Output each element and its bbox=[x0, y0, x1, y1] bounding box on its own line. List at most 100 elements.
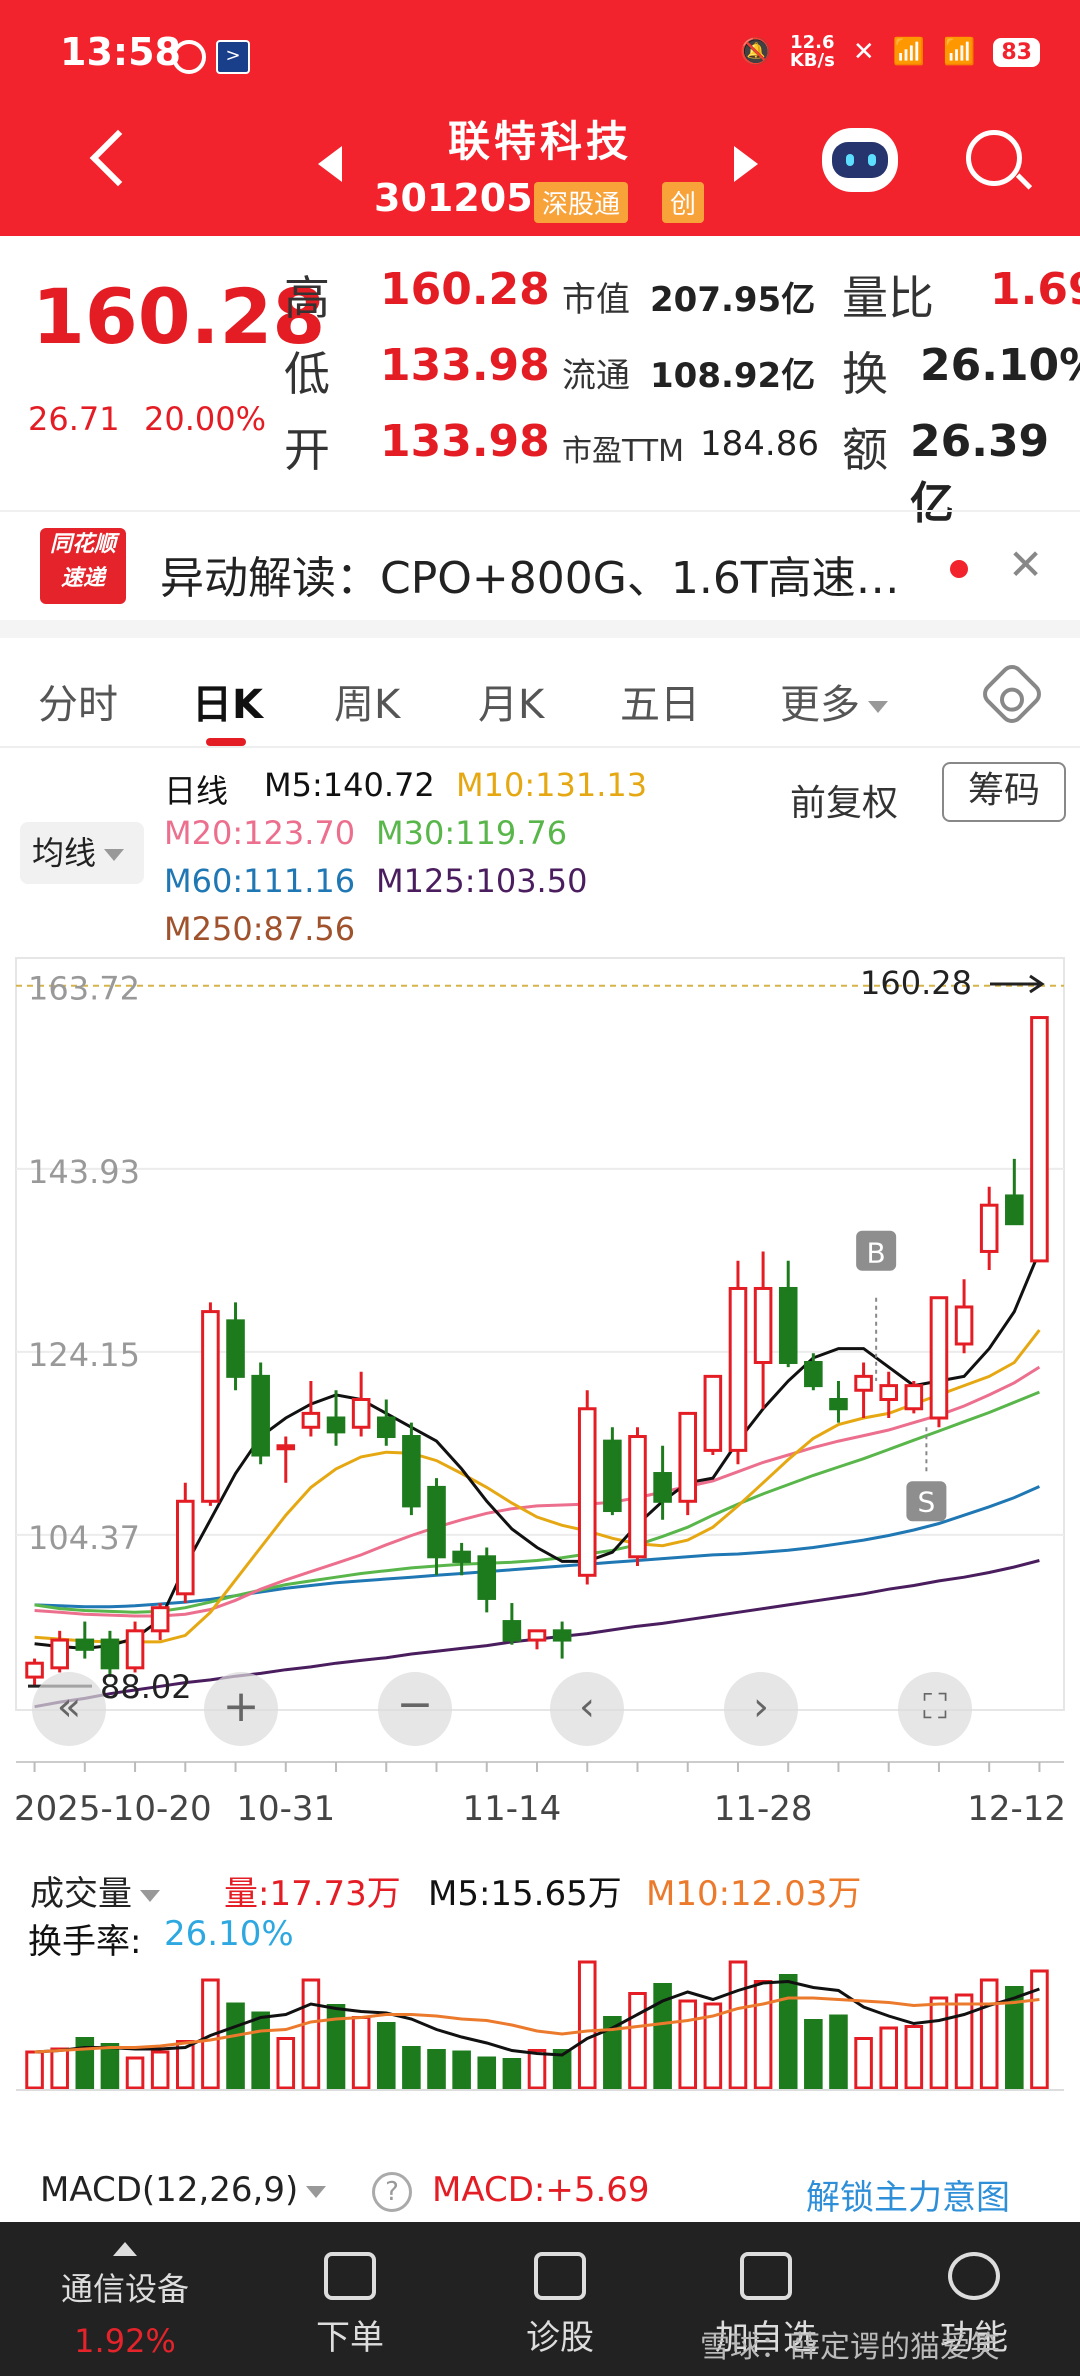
candle-body bbox=[954, 1305, 974, 1346]
chevron-down-icon bbox=[868, 701, 888, 713]
unlock-main-force-link[interactable]: 解锁主力意图 bbox=[806, 2178, 1010, 2218]
search-icon[interactable] bbox=[966, 130, 1022, 186]
volume-bar bbox=[100, 2043, 120, 2090]
open-value: 133.98 bbox=[380, 416, 550, 467]
volume-ratio-value: 1.69 bbox=[990, 264, 1080, 315]
fullscreen-button[interactable]: ⛶ bbox=[898, 1672, 972, 1746]
candle-body bbox=[251, 1374, 270, 1457]
zoom-in-button[interactable]: + bbox=[204, 1672, 278, 1746]
candle-body bbox=[678, 1411, 698, 1503]
candle-body bbox=[75, 1638, 95, 1651]
scroll-left-button[interactable]: ‹ bbox=[550, 1672, 624, 1746]
indicator-select[interactable]: 均线 bbox=[20, 822, 144, 884]
watermark: 雪球：薛定谔的猫爱笑 bbox=[700, 2330, 1000, 2365]
status-bar: 13:58 > 🔕 12.6 KB/s ✕ 📶 📶 83 bbox=[0, 0, 1080, 110]
candle-body bbox=[326, 1416, 346, 1434]
sector-pct: 1.92% bbox=[74, 2322, 176, 2360]
candle-body bbox=[402, 1435, 421, 1508]
tab-monthly-k[interactable]: 月K bbox=[478, 682, 545, 728]
amount-value: 26.39亿 bbox=[910, 416, 1050, 529]
arrow-head-icon bbox=[1029, 974, 1045, 994]
terminal-app-icon: > bbox=[216, 40, 250, 74]
tab-five-day[interactable]: 五日 bbox=[620, 682, 700, 728]
volume-bar bbox=[854, 2037, 873, 2090]
x-tick-label: 2025-10-20 bbox=[14, 1789, 212, 1829]
sector-button[interactable]: 通信设备 1.92% bbox=[30, 2242, 220, 2360]
stock-code: 301205 bbox=[374, 176, 533, 220]
scroll-right-button[interactable]: › bbox=[724, 1672, 798, 1746]
news-flash[interactable]: 同花顺 速递 异动解读：CPO+800G、1.6T高速… ✕ bbox=[0, 510, 1080, 620]
turnover-value: 26.10% bbox=[920, 340, 1080, 391]
indicator-select-label: 均线 bbox=[32, 834, 97, 872]
candle-body bbox=[904, 1384, 924, 1411]
volume-bar bbox=[351, 2016, 371, 2090]
header-bar: 13:58 > 🔕 12.6 KB/s ✕ 📶 📶 83 联特科技 301205… bbox=[0, 0, 1080, 236]
volume-indicator-select[interactable]: 成交量 bbox=[30, 1866, 160, 1915]
functions-button[interactable]: 功能 bbox=[894, 2252, 1054, 2359]
ma20-line bbox=[34, 1365, 1041, 1618]
ma20-value: M20:123.70 bbox=[164, 814, 356, 852]
volume-bar bbox=[753, 1980, 773, 2090]
help-icon[interactable]: ? bbox=[372, 2172, 412, 2212]
volume-bar bbox=[75, 2037, 95, 2090]
close-icon[interactable]: ✕ bbox=[1008, 540, 1044, 589]
candle-body bbox=[50, 1638, 69, 1670]
prev-stock-button[interactable] bbox=[318, 146, 342, 182]
volume-chart[interactable] bbox=[0, 1930, 1080, 2100]
news-text[interactable]: 异动解读：CPO+800G、1.6T高速… bbox=[160, 553, 900, 604]
tab-more[interactable]: 更多 bbox=[780, 672, 888, 730]
tab-active-indicator bbox=[206, 738, 246, 746]
mute-icon: 🔕 bbox=[739, 37, 772, 67]
wifi-icon: 📶 bbox=[892, 37, 925, 67]
volume-bar bbox=[326, 2004, 346, 2090]
tab-daily-k[interactable]: 日K bbox=[192, 682, 263, 728]
kline-chart[interactable]: 163.72 143.93 124.15 104.37 2025-10-20 10-31 1… bbox=[0, 950, 1080, 1830]
candle-body bbox=[100, 1638, 120, 1670]
chart-controls: « + − ‹ › ⛶ bbox=[0, 1668, 1080, 1748]
macd-title: MACD(12,26,9) bbox=[40, 2170, 299, 2210]
stock-name: 联特科技 bbox=[447, 117, 632, 166]
high-value: 160.28 bbox=[380, 264, 550, 315]
volume-title: 成交量 bbox=[30, 1874, 132, 1914]
candle-body bbox=[829, 1398, 848, 1411]
add-watchlist-button[interactable]: 加自选 bbox=[686, 2252, 846, 2359]
volume-value: 量:17.73万 bbox=[224, 1874, 401, 1914]
sell-marker-box bbox=[906, 1481, 947, 1522]
volume-bar bbox=[603, 2016, 622, 2090]
collapse-left-button[interactable]: « bbox=[32, 1672, 106, 1746]
mcap-value: 207.95亿 bbox=[650, 280, 816, 320]
section-gap bbox=[0, 620, 1080, 638]
candle-body bbox=[1030, 1016, 1049, 1263]
volume-bar bbox=[50, 2047, 69, 2090]
candle-body bbox=[929, 1296, 949, 1420]
order-button[interactable]: 下单 bbox=[270, 2252, 430, 2359]
candle-body bbox=[703, 1374, 723, 1452]
tab-intraday[interactable]: 分时 bbox=[38, 682, 118, 728]
price-adjust-button[interactable]: 前复权 bbox=[790, 783, 899, 824]
robot-assistant-icon[interactable] bbox=[822, 128, 898, 192]
macd-indicator-select[interactable]: MACD(12,26,9) bbox=[40, 2170, 327, 2210]
chip-distribution-button[interactable]: 筹码 bbox=[942, 762, 1066, 822]
zoom-out-button[interactable]: − bbox=[378, 1672, 452, 1746]
ma5-line bbox=[34, 1250, 1041, 1650]
low-price-label: 88.02 bbox=[100, 1668, 192, 1706]
volume-bar bbox=[1030, 1969, 1049, 2090]
candle-body bbox=[603, 1439, 622, 1513]
back-button[interactable] bbox=[80, 128, 130, 188]
sector-name: 通信设备 bbox=[60, 2270, 189, 2308]
volume-ma10-line bbox=[34, 1996, 1040, 2054]
tab-weekly-k[interactable]: 周K bbox=[334, 682, 401, 728]
candle-body bbox=[176, 1499, 195, 1596]
candle-body bbox=[804, 1360, 823, 1388]
diagnose-button[interactable]: 诊股 bbox=[480, 2252, 640, 2359]
settings-icon[interactable] bbox=[978, 660, 1046, 728]
chart-tabs: 分时 日K 周K 月K 五日 更多 bbox=[0, 638, 1080, 748]
turnover-rate-label: 换手率: bbox=[28, 1922, 142, 1962]
low-label: 低 bbox=[284, 347, 330, 401]
next-stock-button[interactable] bbox=[734, 146, 758, 182]
candle-body bbox=[201, 1310, 220, 1503]
y-tick-label: 104.37 bbox=[28, 1519, 140, 1557]
candle-body bbox=[854, 1374, 873, 1392]
volume-bar bbox=[954, 1993, 974, 2090]
app-notification-icon bbox=[172, 40, 206, 74]
